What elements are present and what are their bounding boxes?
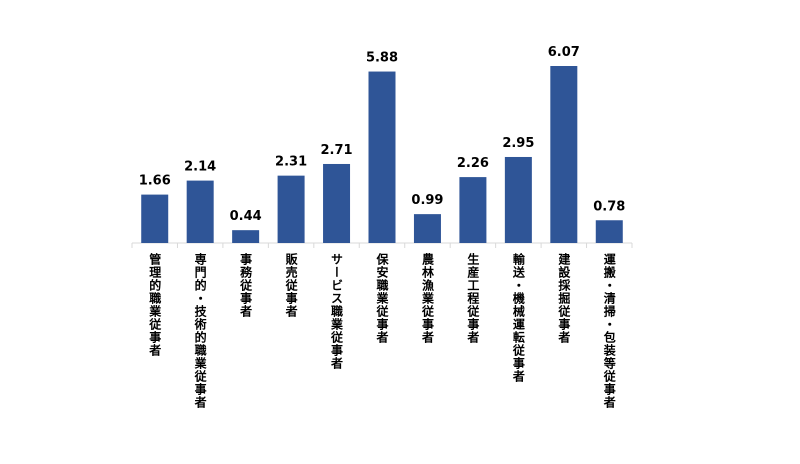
x-tick-label: 農林漁業従事者	[420, 252, 434, 344]
x-tick-label: 管理的職業従事者	[148, 252, 162, 357]
data-label: 2.71	[321, 143, 353, 158]
x-tick-label: サービス職業従事者	[330, 253, 344, 370]
bar	[368, 71, 396, 243]
data-label: 0.78	[593, 199, 625, 214]
x-tick-label: 輸送・機械運転従事者	[511, 252, 525, 383]
bar	[323, 163, 351, 243]
x-tick-label: 事務従事者	[239, 252, 253, 318]
bar	[504, 156, 532, 243]
x-tick-label: 生産工程従事者	[466, 252, 480, 344]
x-tick-label: 運搬・清掃・包装等従事者	[602, 253, 616, 409]
x-tick-label: 保安職業従事者	[375, 252, 389, 344]
data-label: 2.26	[457, 156, 489, 171]
x-tick-label: 建設採掘従事者	[557, 252, 571, 344]
data-label: 1.66	[139, 174, 171, 189]
bar	[595, 220, 623, 243]
data-label: 0.44	[230, 209, 262, 224]
data-label: 2.14	[184, 160, 216, 175]
x-tick-label: 専門的・技術的職業従事者	[193, 252, 207, 409]
bar	[459, 177, 487, 243]
bar	[186, 180, 214, 243]
bar	[550, 66, 578, 243]
data-label: 0.99	[411, 193, 443, 208]
x-tick-label: 販売従事者	[284, 252, 298, 318]
data-label: 2.95	[502, 136, 534, 151]
bar	[413, 214, 441, 243]
data-label: 2.31	[275, 155, 307, 170]
data-label: 5.88	[366, 51, 398, 66]
bar	[141, 194, 169, 243]
bar	[232, 230, 260, 243]
data-label: 6.07	[548, 45, 580, 60]
bar	[277, 175, 305, 243]
